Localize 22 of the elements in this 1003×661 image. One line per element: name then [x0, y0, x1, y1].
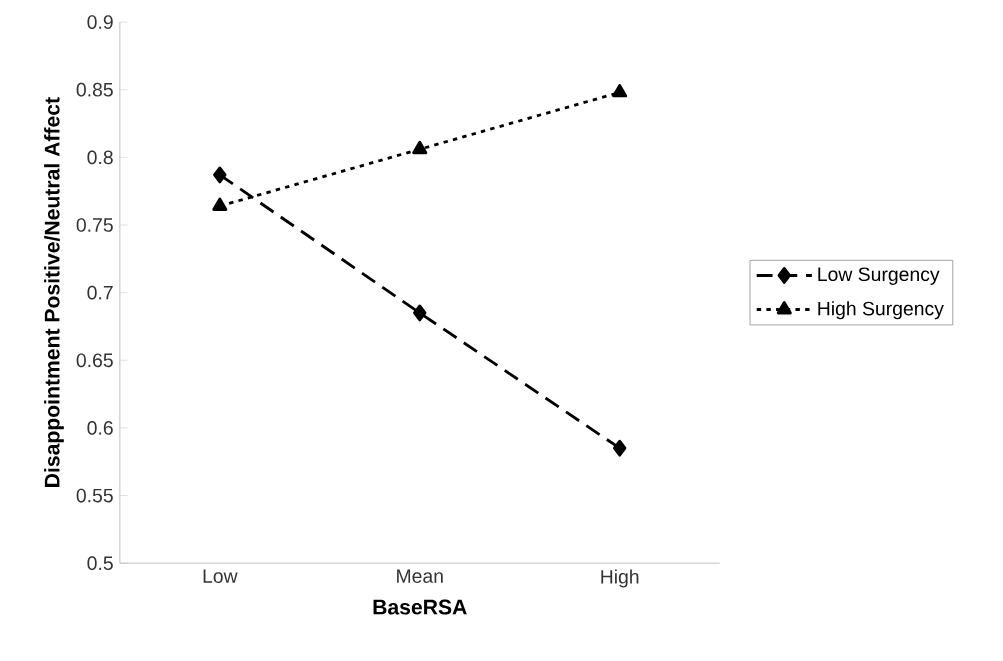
- y-tick-label: 0.55: [76, 488, 113, 503]
- y-tick-label: 0.6: [87, 421, 113, 435]
- y-tick-label: 0.65: [76, 353, 113, 368]
- y-tick-label: 0.5: [87, 556, 113, 571]
- point: [413, 304, 427, 322]
- y-tick-label: 0.75: [76, 218, 113, 232]
- point: [212, 197, 228, 211]
- legend-label: High Surgency: [818, 301, 944, 320]
- point: [213, 166, 227, 184]
- y-tick-label: 0.8: [87, 150, 113, 165]
- x-tick-label: Mean: [397, 569, 443, 583]
- x-tick-label: Low: [203, 569, 238, 583]
- legend-label: Low Surgency: [818, 267, 940, 285]
- point: [612, 439, 627, 457]
- x-axis-title: BaseRSA: [373, 599, 467, 615]
- y-axis-title: Disappointment Positive/Neutral Affect: [44, 97, 64, 487]
- y-tick-label: 0.9: [87, 15, 113, 29]
- point: [412, 140, 428, 155]
- y-tick-label: 0.85: [76, 82, 113, 97]
- point: [612, 83, 628, 98]
- y-tick-label: 0.7: [87, 285, 113, 300]
- x-tick-label: High: [601, 569, 639, 588]
